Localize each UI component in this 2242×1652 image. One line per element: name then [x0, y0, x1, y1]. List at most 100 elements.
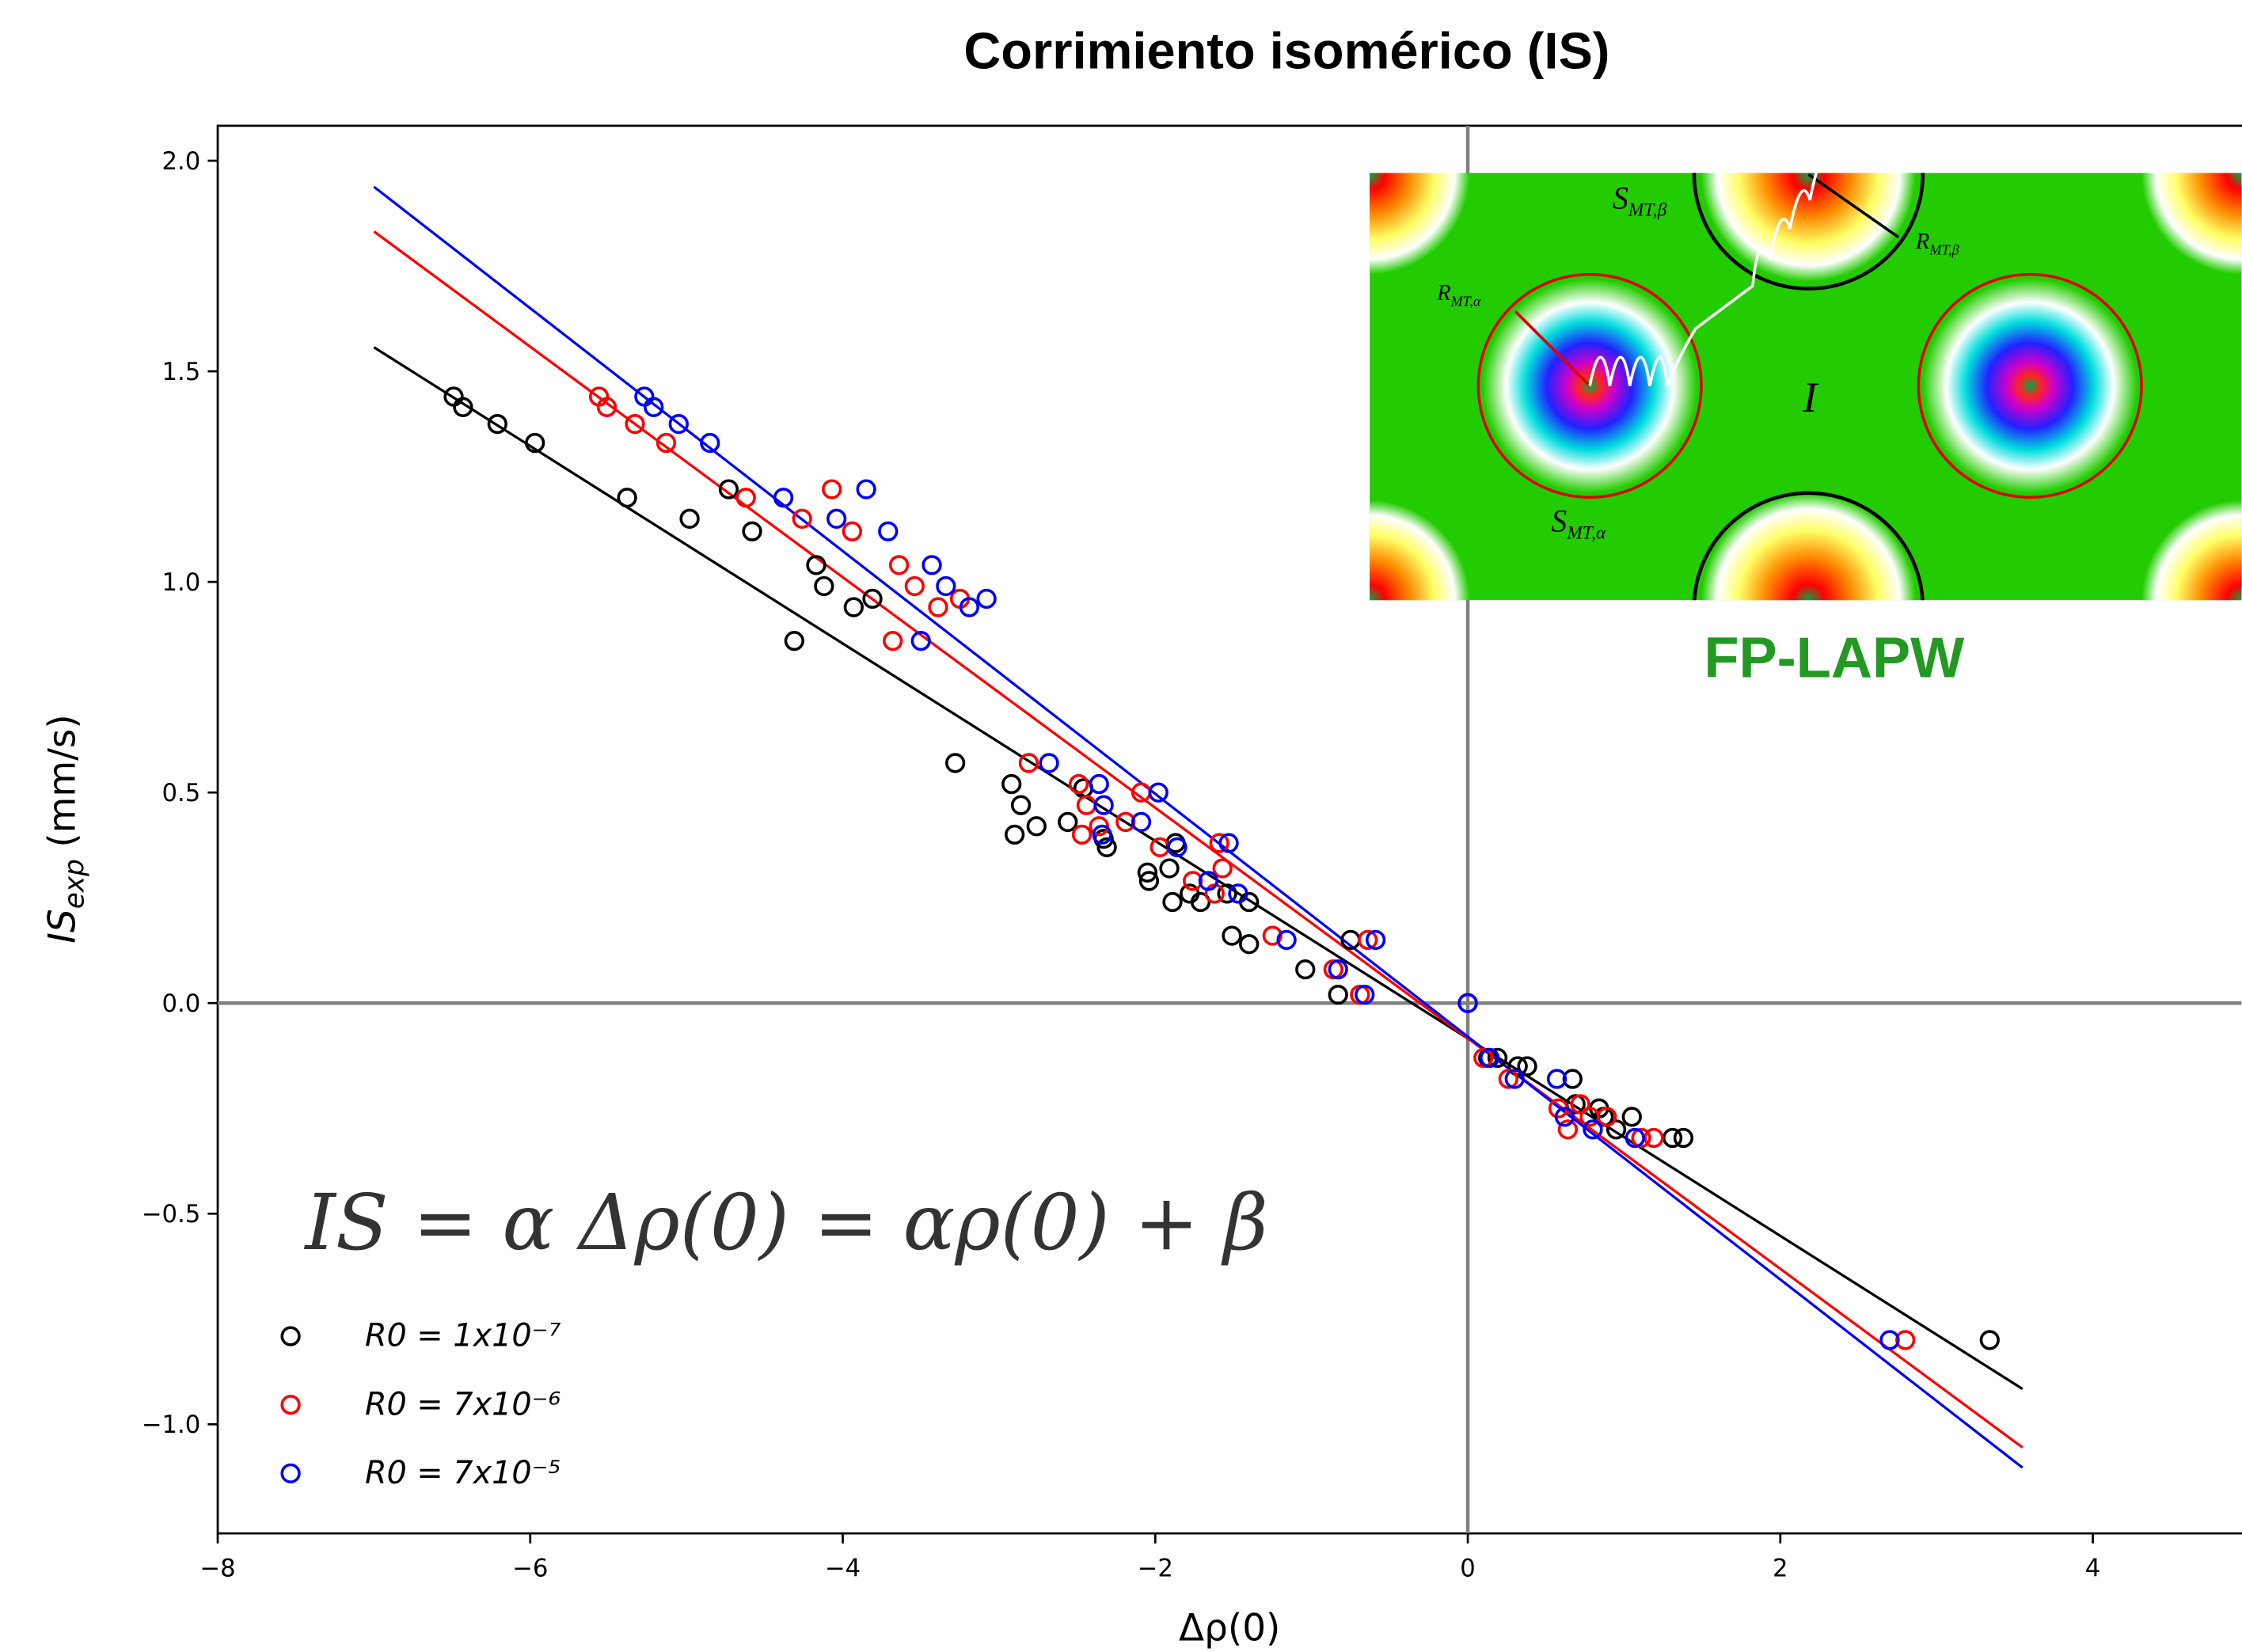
inset-label: RMT,α	[1436, 280, 1481, 309]
data-point	[1190, 891, 1211, 913]
label-main: S	[1551, 504, 1567, 539]
y-tick-label: 0.5	[162, 780, 201, 807]
plot-area	[218, 125, 2242, 1534]
muffin-tin-sphere	[1693, 491, 1925, 601]
y-tick-label: 1.5	[162, 359, 201, 386]
data-point	[1159, 858, 1180, 879]
data-point	[1076, 795, 1097, 815]
legend-label: R0 = 1x10⁻⁷	[365, 1318, 561, 1354]
data-point	[826, 508, 847, 529]
data-point	[1498, 1069, 1519, 1089]
wave-function	[1588, 173, 1818, 387]
label-main: R	[1436, 280, 1451, 306]
data-point	[1138, 871, 1160, 891]
data-point	[1562, 1069, 1583, 1089]
data-point	[1092, 824, 1112, 845]
data-point	[644, 397, 664, 417]
data-point	[700, 432, 720, 454]
data-point	[1879, 1330, 1900, 1350]
data-point	[1096, 837, 1117, 857]
legend-marker	[280, 1326, 301, 1346]
y-tick-label: 0.0	[162, 990, 201, 1018]
x-tick-label: 0	[1460, 1555, 1476, 1582]
data-point	[1295, 959, 1316, 980]
x-tick-label: 2	[1773, 1555, 1788, 1582]
data-point	[1328, 984, 1348, 1005]
inset-diagram: SMT,β RMT,β RMT,α I SMT,α FP-LAPW	[1370, 173, 2242, 690]
data-point	[945, 753, 966, 773]
data-point	[842, 521, 863, 541]
atom	[1701, 492, 1916, 601]
data-point	[617, 488, 637, 508]
y-tick-label: 1.0	[162, 569, 201, 597]
data-point	[910, 630, 931, 651]
data-point	[878, 521, 899, 541]
data-point	[1365, 929, 1386, 951]
data-point	[1212, 858, 1233, 879]
data-point	[742, 521, 762, 541]
data-point	[453, 397, 473, 417]
data-point	[959, 597, 980, 617]
data-point	[1217, 883, 1237, 904]
data-point	[1504, 1069, 1525, 1089]
data-point	[1218, 833, 1239, 853]
inset-label: SMT,β	[1613, 181, 1667, 221]
data-point	[1130, 811, 1152, 833]
x-tick-label: −6	[512, 1555, 548, 1582]
x-tick-label: 4	[2085, 1555, 2101, 1582]
equation: IS = α Δρ(0) = αρ(0) + β	[303, 1178, 1267, 1267]
label-sub: MT,β	[1928, 241, 1959, 257]
data-point	[904, 575, 925, 597]
y-tick-label: −1.0	[142, 1411, 201, 1439]
muffin-tin-sphere	[1476, 272, 1703, 499]
muffin-tin-sphere	[1692, 173, 1925, 291]
data-point	[1624, 1127, 1645, 1149]
inset-label: SMT,α	[1551, 504, 1606, 544]
data-point	[1546, 1069, 1568, 1089]
label-main: S	[1613, 181, 1628, 216]
data-point	[1355, 984, 1375, 1005]
data-point	[1198, 871, 1219, 891]
data-point	[1570, 1094, 1590, 1115]
x-axis-label: Δρ(0)	[1179, 1607, 1280, 1650]
data-point	[936, 575, 956, 597]
legend-marker	[280, 1463, 301, 1483]
inset-label: I	[1802, 374, 1819, 421]
data-point	[814, 575, 834, 597]
radius-arrow	[1807, 173, 1900, 239]
data-point	[1606, 1119, 1627, 1140]
plot-frame	[216, 124, 2242, 1535]
data-point	[1621, 1107, 1642, 1127]
data-point	[1517, 1056, 1537, 1077]
data-point	[1001, 773, 1022, 795]
data-point	[1089, 773, 1109, 795]
data-point	[735, 488, 756, 508]
data-point	[525, 432, 545, 454]
data-point	[1557, 1119, 1579, 1140]
data-point	[1148, 782, 1168, 803]
legend-marker	[280, 1395, 301, 1415]
x-tick-label: −8	[200, 1555, 235, 1582]
data-point	[883, 630, 903, 651]
data-point	[1473, 1047, 1494, 1069]
label-main: R	[1915, 229, 1930, 254]
data-point	[1262, 925, 1282, 946]
legend-label: R0 = 7x10⁻⁶	[365, 1386, 561, 1422]
data-point	[1239, 934, 1260, 955]
ylabel-main: IS	[40, 909, 84, 944]
inset-caption: FP-LAPW	[1704, 627, 1965, 690]
data-point	[773, 488, 794, 508]
data-point	[1228, 883, 1248, 904]
label-main: I	[1802, 374, 1819, 421]
data-point	[1644, 1127, 1664, 1149]
data-point	[1673, 1127, 1694, 1149]
radius-arrow	[1514, 310, 1591, 387]
muffin-tin-sphere	[1917, 272, 2143, 499]
data-point	[1554, 1107, 1575, 1127]
data-point	[1058, 811, 1078, 833]
atom	[1370, 173, 1470, 275]
data-point	[1089, 816, 1109, 837]
data-point	[656, 432, 677, 454]
